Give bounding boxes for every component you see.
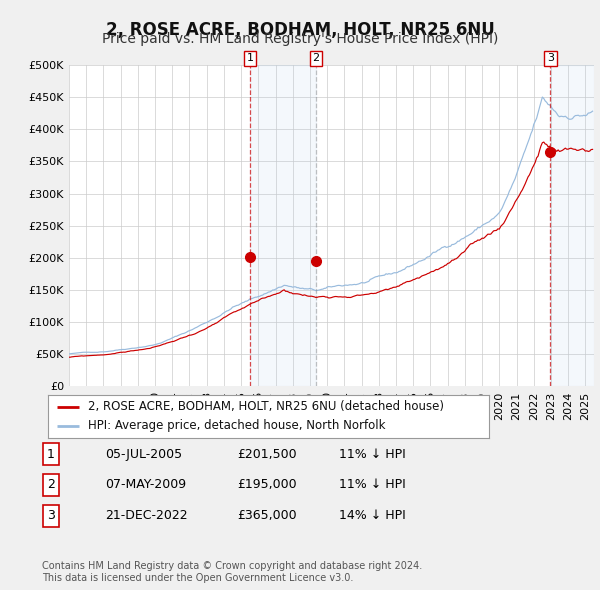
Text: 11% ↓ HPI: 11% ↓ HPI	[339, 478, 406, 491]
Text: 1: 1	[247, 53, 253, 63]
Text: 07-MAY-2009: 07-MAY-2009	[105, 478, 186, 491]
Text: 3: 3	[547, 53, 554, 63]
Text: 14% ↓ HPI: 14% ↓ HPI	[339, 509, 406, 522]
Bar	[250, 65, 316, 386]
Text: 05-JUL-2005: 05-JUL-2005	[105, 448, 182, 461]
Text: Contains HM Land Registry data © Crown copyright and database right 2024.
This d: Contains HM Land Registry data © Crown c…	[42, 561, 422, 583]
Text: 21-DEC-2022: 21-DEC-2022	[105, 509, 188, 522]
Text: 1: 1	[47, 448, 55, 461]
Text: 11% ↓ HPI: 11% ↓ HPI	[339, 448, 406, 461]
Text: £365,000: £365,000	[237, 509, 296, 522]
Text: 2, ROSE ACRE, BODHAM, HOLT, NR25 6NU (detached house): 2, ROSE ACRE, BODHAM, HOLT, NR25 6NU (de…	[88, 400, 443, 413]
Text: 3: 3	[47, 509, 55, 522]
Text: HPI: Average price, detached house, North Norfolk: HPI: Average price, detached house, Nort…	[88, 419, 385, 432]
Text: £195,000: £195,000	[237, 478, 296, 491]
Text: 2, ROSE ACRE, BODHAM, HOLT, NR25 6NU: 2, ROSE ACRE, BODHAM, HOLT, NR25 6NU	[106, 21, 494, 39]
Bar	[550, 65, 594, 386]
Text: 2: 2	[47, 478, 55, 491]
Text: 2: 2	[313, 53, 320, 63]
Text: £201,500: £201,500	[237, 448, 296, 461]
Text: Price paid vs. HM Land Registry's House Price Index (HPI): Price paid vs. HM Land Registry's House …	[102, 32, 498, 47]
